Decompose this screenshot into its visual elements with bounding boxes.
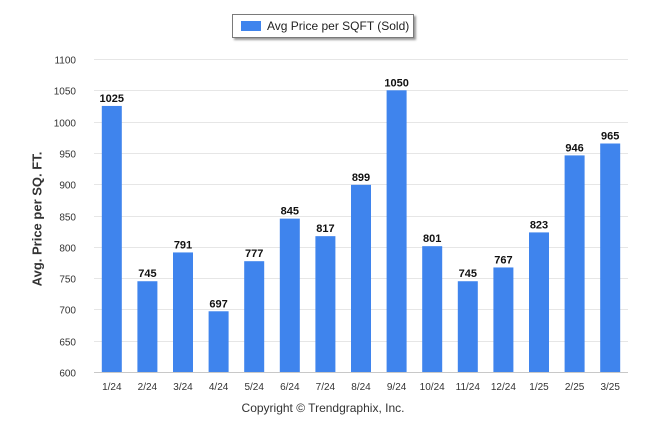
legend-swatch [241,21,261,31]
y-tick-label: 850 [59,213,76,224]
data-label: 791 [174,239,192,251]
data-label: 777 [245,248,263,260]
data-labels: 1025 745 791 697 777 845 817 899 1050 801 745 767 82… [100,77,620,310]
x-tick-label: 3/24 [173,382,193,393]
x-tick-label: 12/24 [491,382,516,393]
bar[interactable] [529,232,549,372]
x-tick-label: 4/24 [209,382,229,393]
data-label: 899 [352,172,370,184]
legend[interactable]: Avg Price per SQFT (Sold) [232,14,414,38]
x-tick-label: 11/24 [456,382,481,393]
bar[interactable] [208,311,229,372]
bar[interactable] [315,236,336,372]
bar[interactable] [600,143,621,372]
data-label: 817 [316,223,334,235]
y-tick-label: 750 [59,275,76,286]
x-tick-label: 9/24 [387,382,407,393]
bar[interactable] [137,281,158,372]
bar[interactable] [493,267,514,372]
y-tick-label: 800 [59,244,76,255]
y-tick-label: 1050 [54,87,77,98]
x-tick-label: 7/24 [316,382,336,393]
y-tick-label: 1000 [54,119,77,130]
data-label: 697 [209,298,227,310]
x-tick-label: 1/24 [102,382,122,393]
data-label: 1025 [100,93,124,105]
bar[interactable] [101,105,122,372]
bar[interactable] [244,261,265,372]
y-tick-label: 900 [59,181,76,192]
y-tick-label: 650 [59,338,76,349]
data-label: 823 [530,219,548,231]
bar[interactable] [457,281,478,372]
data-label: 965 [601,131,619,143]
y-axis-label: Avg. Price per SQ. FT. [29,151,45,287]
y-tick-label: 950 [59,150,76,161]
copyright-text: Copyright © Trendgraphix, Inc. [241,401,405,415]
data-label: 767 [494,254,512,266]
x-tick-label: 3/25 [600,382,620,393]
x-tick-label: 10/24 [420,382,445,393]
y-tick-label: 700 [59,306,76,317]
data-label: 745 [138,268,156,280]
x-tick-label: 6/24 [280,382,300,393]
legend-label: Avg Price per SQFT (Sold) [267,19,410,33]
bar[interactable] [351,184,371,372]
x-tick-labels: 1/24 2/24 3/24 4/24 5/24 6/24 7/24 8/24 9/24 10/2… [102,382,620,393]
bar[interactable] [386,90,407,373]
x-tick-label: 8/24 [351,382,371,393]
y-tick-label: 600 [59,369,76,380]
data-label: 946 [565,142,583,154]
bar[interactable] [279,218,300,372]
data-label: 845 [281,206,299,218]
y-tick-label: 1100 [54,56,76,67]
bar[interactable] [564,155,585,372]
x-tick-label: 1/25 [529,382,549,393]
bars [101,90,621,373]
data-label: 745 [459,268,477,280]
bar[interactable] [173,252,193,372]
bar[interactable] [422,246,443,372]
data-label: 1050 [384,77,408,89]
data-label: 801 [423,233,441,245]
x-tick-label: 5/24 [244,382,264,393]
y-tick-labels: 600 650 700 750 800 850 900 950 1000 1050 1100 [54,56,77,380]
x-tick-label: 2/24 [138,382,158,393]
x-tick-label: 2/25 [565,382,585,393]
